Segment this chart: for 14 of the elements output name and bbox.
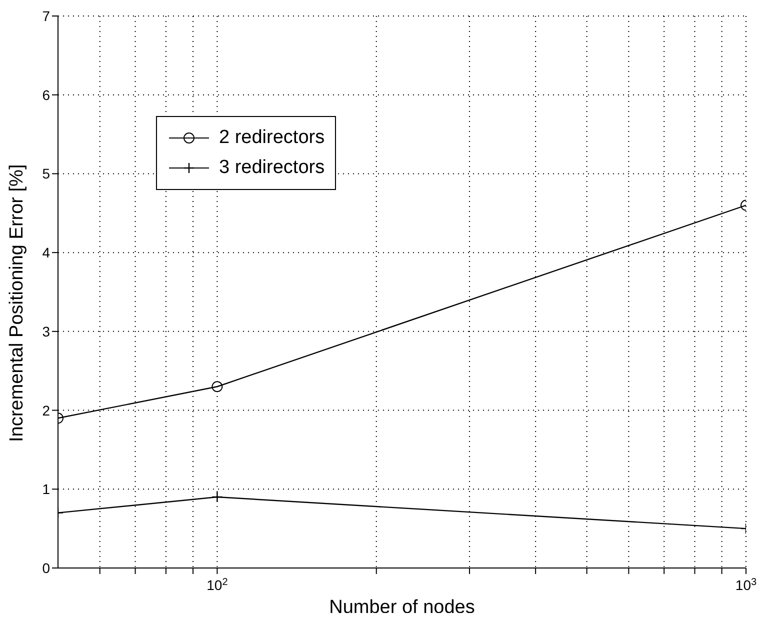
x-axis-title: Number of nodes xyxy=(329,597,475,618)
y-tick-label: 5 xyxy=(42,166,50,182)
y-tick-label: 2 xyxy=(42,402,50,418)
y-tick-label: 6 xyxy=(42,86,50,103)
y-axis-title: Incremental Positioning Error [%] xyxy=(6,164,28,442)
x-tick-label: 10$^{2}$ xyxy=(206,576,228,593)
y-tick-label: 3 xyxy=(42,323,50,340)
y-tick-label: 7 xyxy=(42,8,50,24)
x-tick-label: 10$^{3}$ xyxy=(735,576,758,593)
legend-label: 2 redirectors xyxy=(219,127,325,149)
y-tick-label: 0 xyxy=(42,560,50,576)
legend-label: 3 redirectors xyxy=(219,157,325,179)
y-tick-label: 4 xyxy=(42,244,50,261)
y-tick-label: 1 xyxy=(42,481,50,498)
